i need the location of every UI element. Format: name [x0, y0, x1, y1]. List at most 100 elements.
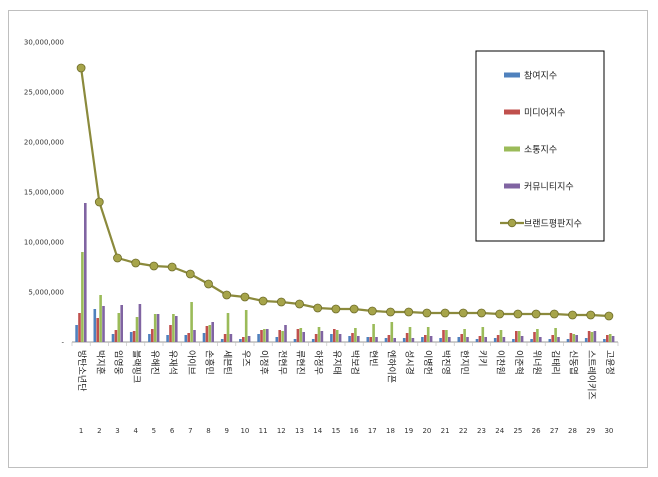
category-label: 이병헌 [422, 350, 433, 375]
category-index: 17 [368, 427, 377, 435]
category-index: 10 [240, 427, 249, 435]
bar [138, 304, 142, 342]
line-point [349, 304, 359, 314]
bar [411, 338, 415, 342]
legend-swatch [504, 109, 520, 115]
legend-label: 소통지수 [524, 145, 557, 156]
category-label: 엔하이픈 [386, 350, 397, 383]
y-tick-label: 15,000,000 [24, 189, 64, 197]
bar [299, 328, 303, 342]
bar [475, 339, 479, 342]
category-index: 29 [586, 427, 595, 435]
bar [611, 336, 615, 342]
category-labels-group: 방탄소년단 1 박지훈 2 임영웅 3 블랙핑크 4 유해진 5 유재석 6 아이브 7 손흥민 8 세븐틴 9 우… [76, 350, 615, 435]
bar [517, 331, 521, 342]
category-index: 7 [188, 427, 192, 435]
line-point [404, 307, 414, 317]
bar [284, 325, 287, 342]
bar [354, 328, 357, 342]
bar [120, 305, 123, 342]
bar [81, 252, 84, 342]
category-index: 9 [224, 427, 228, 435]
line-point [131, 258, 141, 268]
bar [242, 337, 245, 342]
bar [484, 337, 487, 342]
bar [333, 329, 336, 342]
y-tick-label: 20,000,000 [24, 139, 64, 147]
legend-swatch [504, 146, 520, 152]
line-point [204, 279, 213, 289]
bar [426, 327, 430, 342]
category-label: 한지민 [458, 350, 469, 375]
bar [572, 334, 576, 342]
category-index: 27 [550, 427, 559, 435]
line-point [513, 309, 523, 319]
category-index: 25 [513, 427, 522, 435]
category-label: 유해진 [149, 350, 160, 375]
line-point [386, 307, 395, 317]
bar [496, 335, 500, 342]
bar [357, 336, 360, 342]
bar [229, 334, 233, 342]
bar [554, 328, 557, 342]
line-series-group [76, 63, 614, 321]
category-index: 15 [331, 427, 340, 435]
legend-label: 브랜드평판지수 [524, 219, 582, 230]
bar [402, 338, 406, 342]
bar [421, 337, 424, 342]
bar [102, 306, 105, 342]
bar [557, 337, 560, 342]
category-label: 손흥민 [204, 350, 216, 375]
category-label: 세븐틴 [222, 350, 233, 375]
line-point [458, 308, 468, 318]
category-index: 26 [532, 427, 541, 435]
category-index: 16 [350, 427, 359, 435]
line-point [568, 310, 577, 320]
line-point [495, 309, 505, 319]
bar [202, 333, 206, 342]
category-label: 위너원 [531, 350, 542, 375]
bar [481, 327, 485, 342]
bar [442, 330, 445, 342]
bar [330, 334, 333, 342]
line-point [149, 261, 159, 271]
bar [314, 334, 318, 342]
bar [520, 336, 524, 342]
bar [226, 313, 230, 342]
bar [548, 339, 552, 342]
bar [132, 331, 136, 342]
bar [257, 334, 260, 342]
bar [387, 335, 391, 342]
bar [393, 338, 396, 342]
bars-group [75, 203, 615, 342]
bar [175, 316, 178, 342]
y-tick-label: 30,000,000 [24, 39, 64, 47]
y-tick-label: 10,000,000 [24, 239, 64, 247]
bar [129, 332, 133, 342]
legend-label: 참여지수 [524, 70, 557, 82]
bar [275, 337, 279, 342]
bar [266, 329, 269, 342]
bar [311, 339, 315, 342]
category-label: 유재석 [167, 350, 178, 375]
bar [466, 337, 469, 342]
bar [536, 329, 539, 342]
category-index: 6 [170, 427, 175, 435]
bar [153, 314, 157, 342]
bar [223, 334, 227, 342]
bar [169, 325, 172, 342]
bar [114, 330, 118, 342]
bar [539, 337, 542, 342]
bar [448, 337, 451, 342]
category-index: 30 [604, 427, 613, 435]
bar [405, 333, 409, 342]
category-label: 블랙핑크 [131, 350, 142, 383]
line-point [586, 310, 596, 320]
category-label: 현빈 [367, 350, 378, 367]
bar [366, 337, 370, 342]
bar [584, 338, 588, 342]
bar [148, 334, 151, 342]
bar [408, 327, 412, 342]
category-index: 24 [495, 427, 504, 435]
bar [263, 329, 266, 342]
